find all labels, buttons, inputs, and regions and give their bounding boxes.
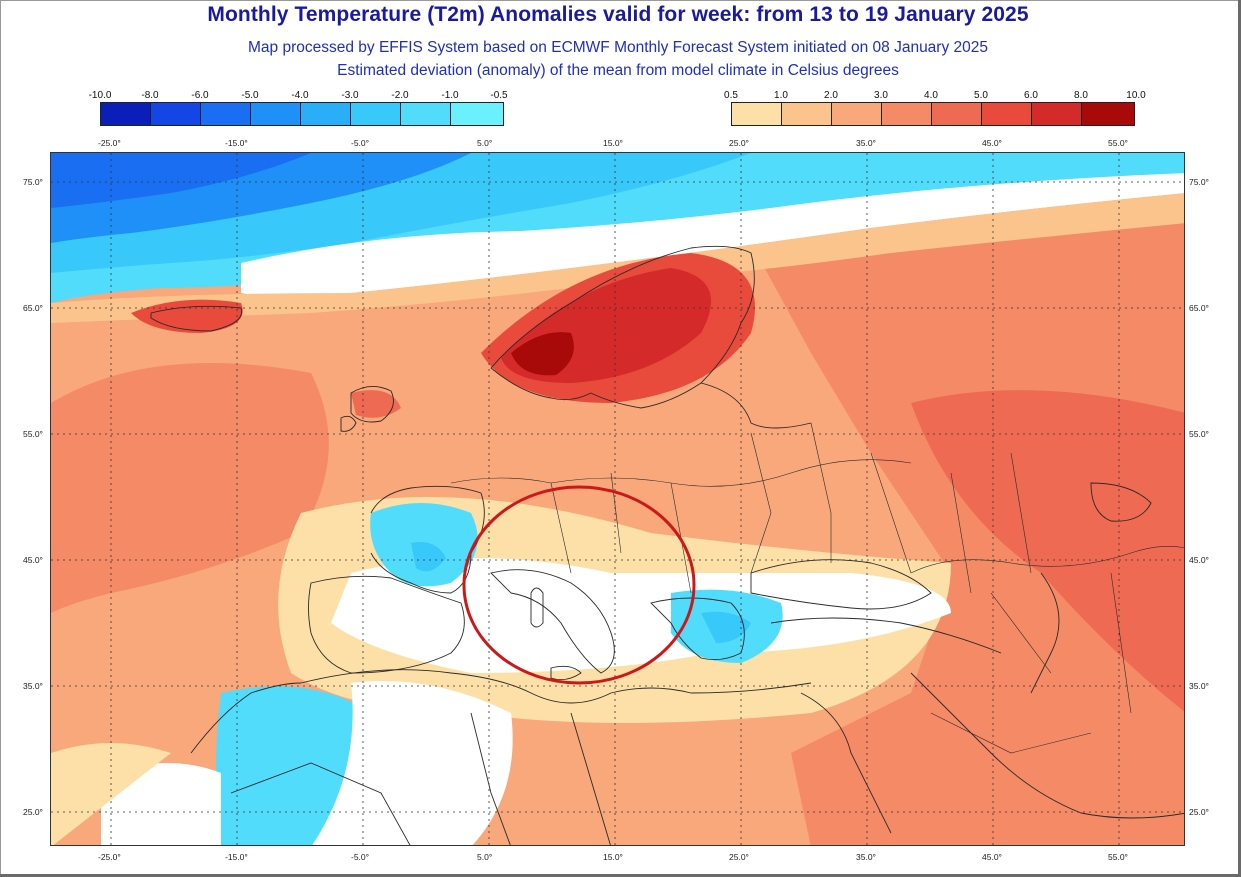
legend-neg-swatch <box>350 102 401 126</box>
anomaly-scandinavia-peak <box>511 332 574 376</box>
legend-neg-label: -0.5 <box>490 90 508 101</box>
anomaly-arctic-pale <box>51 193 1184 323</box>
anomaly-east-warm <box>751 173 1184 845</box>
lon-label-bottom: -25.0° <box>98 852 121 862</box>
lon-label-top: -25.0° <box>98 138 121 148</box>
legend-pos-swatch <box>981 102 1032 126</box>
lon-label-bottom: 15.0° <box>603 852 623 862</box>
lon-label-top: 5.0° <box>477 138 493 148</box>
legend-pos-label: 1.0 <box>774 90 788 101</box>
lon-label-top: 35.0° <box>856 138 876 148</box>
legend-neg-label: -6.0 <box>191 90 209 101</box>
legend-neg-label: -10.0 <box>88 90 112 101</box>
lat-label-right: 25.0° <box>1189 807 1209 817</box>
lat-label-left: 55.0° <box>23 429 43 439</box>
legend-neg-swatch <box>100 102 151 126</box>
legend-pos-swatch <box>1081 102 1135 126</box>
lat-label-right: 35.0° <box>1189 681 1209 691</box>
lon-label-bottom: -5.0° <box>351 852 370 862</box>
frame-shadow-bottom <box>0 874 1241 877</box>
anomaly-balkans-colder <box>701 611 751 643</box>
anomaly-urals-warm <box>1011 437 1171 525</box>
anomaly-greenland-core <box>51 153 311 208</box>
anomaly-neutral-arctic <box>241 173 1184 297</box>
legend-neg-label: -3.0 <box>341 90 359 101</box>
legend-pos-swatch <box>1031 102 1082 126</box>
legend-neg-swatch <box>200 102 251 126</box>
lon-label-bottom: 5.0° <box>477 852 493 862</box>
legend-neg-label: -4.0 <box>291 90 309 101</box>
legend-neg-label: -5.0 <box>241 90 259 101</box>
legend-pos-label: 5.0 <box>974 90 988 101</box>
lat-label-right: 45.0° <box>1189 555 1209 565</box>
lat-label-left: 25.0° <box>23 807 43 817</box>
map-subtitle-units: Estimated deviation (anomaly) of the mea… <box>337 62 899 79</box>
lon-label-bottom: -15.0° <box>225 852 248 862</box>
legend-neg-label: -2.0 <box>391 90 409 101</box>
map-title: Monthly Temperature (T2m) Anomalies vali… <box>207 3 1029 26</box>
lon-label-bottom: 55.0° <box>1108 852 1128 862</box>
lon-label-bottom: 25.0° <box>729 852 749 862</box>
frame-shadow-right <box>1238 0 1241 877</box>
borders <box>450 422 1184 754</box>
graticule <box>51 153 1184 845</box>
lon-label-bottom: 35.0° <box>856 852 876 862</box>
anomaly-sahara-cold <box>216 686 371 845</box>
legend-neg-swatch <box>300 102 351 126</box>
anomaly-france-colder <box>411 542 446 572</box>
legend-neg-swatch <box>450 102 504 126</box>
legend-pos-label: 4.0 <box>924 90 938 101</box>
legend-pos-label: 0.5 <box>724 90 738 101</box>
legend-neg-label: -1.0 <box>441 90 459 101</box>
legend-pos-swatch <box>731 102 782 126</box>
lat-label-left: 65.0° <box>23 303 43 313</box>
anomaly-uk-warm <box>351 390 401 418</box>
anomaly-atlantic <box>51 363 329 613</box>
highlight-circle <box>462 485 696 685</box>
anomaly-sahara-neutral <box>312 681 513 845</box>
legend-pos-swatch <box>881 102 932 126</box>
lat-label-right: 55.0° <box>1189 429 1209 439</box>
legend-pos-label: 3.0 <box>874 90 888 101</box>
lat-label-left: 35.0° <box>23 681 43 691</box>
lon-label-top: -15.0° <box>225 138 248 148</box>
lat-label-left: 45.0° <box>23 555 43 565</box>
lon-label-top: 25.0° <box>729 138 749 148</box>
coastlines <box>150 245 1184 845</box>
legend-neg-swatch <box>150 102 201 126</box>
legend-neg-swatch <box>400 102 451 126</box>
lon-label-top: -5.0° <box>351 138 370 148</box>
legend-neg-swatch <box>250 102 301 126</box>
lat-label-right: 75.0° <box>1189 177 1209 187</box>
lon-label-top: 45.0° <box>982 138 1002 148</box>
lon-label-bottom: 45.0° <box>982 852 1002 862</box>
lon-label-top: 55.0° <box>1108 138 1128 148</box>
legend-pos-swatch <box>781 102 832 126</box>
legend-neg-label: -8.0 <box>141 90 159 101</box>
legend-pos-label: 2.0 <box>824 90 838 101</box>
legend-pos-swatch <box>831 102 882 126</box>
legend-pos-label: 10.0 <box>1126 90 1146 101</box>
map-subtitle-source: Map processed by EFFIS System based on E… <box>247 39 989 56</box>
legend-pos-swatch <box>931 102 982 126</box>
legend-pos-label: 6.0 <box>1024 90 1038 101</box>
anomaly-map <box>50 152 1185 846</box>
lat-label-right: 65.0° <box>1189 303 1209 313</box>
lon-label-top: 15.0° <box>603 138 623 148</box>
legend-pos-label: 8.0 <box>1074 90 1088 101</box>
lat-label-left: 75.0° <box>23 177 43 187</box>
anomaly-sw-pale <box>51 743 171 845</box>
